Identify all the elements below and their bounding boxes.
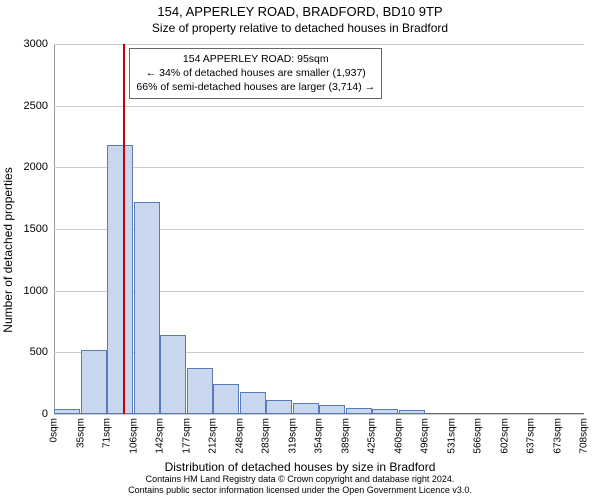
xtick-label: 142sqm xyxy=(155,418,166,454)
xtick-label: 319sqm xyxy=(287,418,298,454)
histogram-bar xyxy=(187,368,213,414)
histogram-bar xyxy=(81,350,107,414)
xtick-label: 637sqm xyxy=(526,418,537,454)
attribution-line-1: Contains HM Land Registry data © Crown c… xyxy=(0,474,600,485)
xtick-label: 460sqm xyxy=(393,418,404,454)
xtick-label: 389sqm xyxy=(340,418,351,454)
annotation-line-1: 154 APPERLEY ROAD: 95sqm xyxy=(136,52,375,66)
annotation-line-3: 66% of semi-detached houses are larger (… xyxy=(136,80,375,94)
xtick-label: 531sqm xyxy=(446,418,457,454)
xtick-label: 354sqm xyxy=(314,418,325,454)
xtick-label: 106sqm xyxy=(128,418,139,454)
xtick-label: 566sqm xyxy=(473,418,484,454)
xtick-label: 496sqm xyxy=(420,418,431,454)
x-axis-label: Distribution of detached houses by size … xyxy=(0,460,600,474)
histogram-bar xyxy=(399,410,425,414)
gridline-h xyxy=(54,414,584,415)
gridline-h xyxy=(54,106,584,107)
histogram-bar xyxy=(213,384,239,414)
xtick-label: 708sqm xyxy=(579,418,590,454)
property-marker-line xyxy=(123,44,125,414)
xtick-label: 283sqm xyxy=(261,418,272,454)
xtick-label: 425sqm xyxy=(367,418,378,454)
histogram-bar xyxy=(240,392,266,414)
histogram-bar xyxy=(319,405,345,414)
xtick-label: 602sqm xyxy=(499,418,510,454)
gridline-h xyxy=(54,167,584,168)
xtick-label: 248sqm xyxy=(234,418,245,454)
chart-container: 154, APPERLEY ROAD, BRADFORD, BD10 9TP S… xyxy=(0,0,600,500)
xtick-label: 212sqm xyxy=(208,418,219,454)
annotation-box: 154 APPERLEY ROAD: 95sqm← 34% of detache… xyxy=(129,48,382,99)
attribution: Contains HM Land Registry data © Crown c… xyxy=(0,474,600,496)
ytick-label: 500 xyxy=(30,346,48,358)
xtick-label: 673sqm xyxy=(552,418,563,454)
ytick-label: 3000 xyxy=(24,38,48,50)
xtick-label: 35sqm xyxy=(75,418,86,448)
xtick-label: 0sqm xyxy=(49,418,60,442)
ytick-label: 2000 xyxy=(24,161,48,173)
ytick-label: 0 xyxy=(42,408,48,420)
histogram-bar xyxy=(266,400,292,414)
y-axis-label: Number of detached properties xyxy=(1,167,15,332)
ytick-label: 1500 xyxy=(24,223,48,235)
histogram-bar xyxy=(372,409,398,414)
plot-area: 0500100015002000250030000sqm35sqm71sqm10… xyxy=(54,44,584,414)
histogram-bar xyxy=(293,403,319,414)
ytick-label: 2500 xyxy=(24,100,48,112)
gridline-h xyxy=(54,44,584,45)
xtick-label: 71sqm xyxy=(102,418,113,448)
histogram-bar xyxy=(160,335,186,414)
chart-subtitle: Size of property relative to detached ho… xyxy=(0,19,600,35)
xtick-label: 177sqm xyxy=(181,418,192,454)
attribution-line-2: Contains public sector information licen… xyxy=(0,485,600,496)
histogram-bar xyxy=(134,202,160,414)
histogram-bar xyxy=(346,408,372,414)
ytick-label: 1000 xyxy=(24,285,48,297)
annotation-line-2: ← 34% of detached houses are smaller (1,… xyxy=(136,66,375,80)
histogram-bar xyxy=(54,409,80,414)
histogram-bar xyxy=(107,145,133,414)
chart-title: 154, APPERLEY ROAD, BRADFORD, BD10 9TP xyxy=(0,0,600,19)
